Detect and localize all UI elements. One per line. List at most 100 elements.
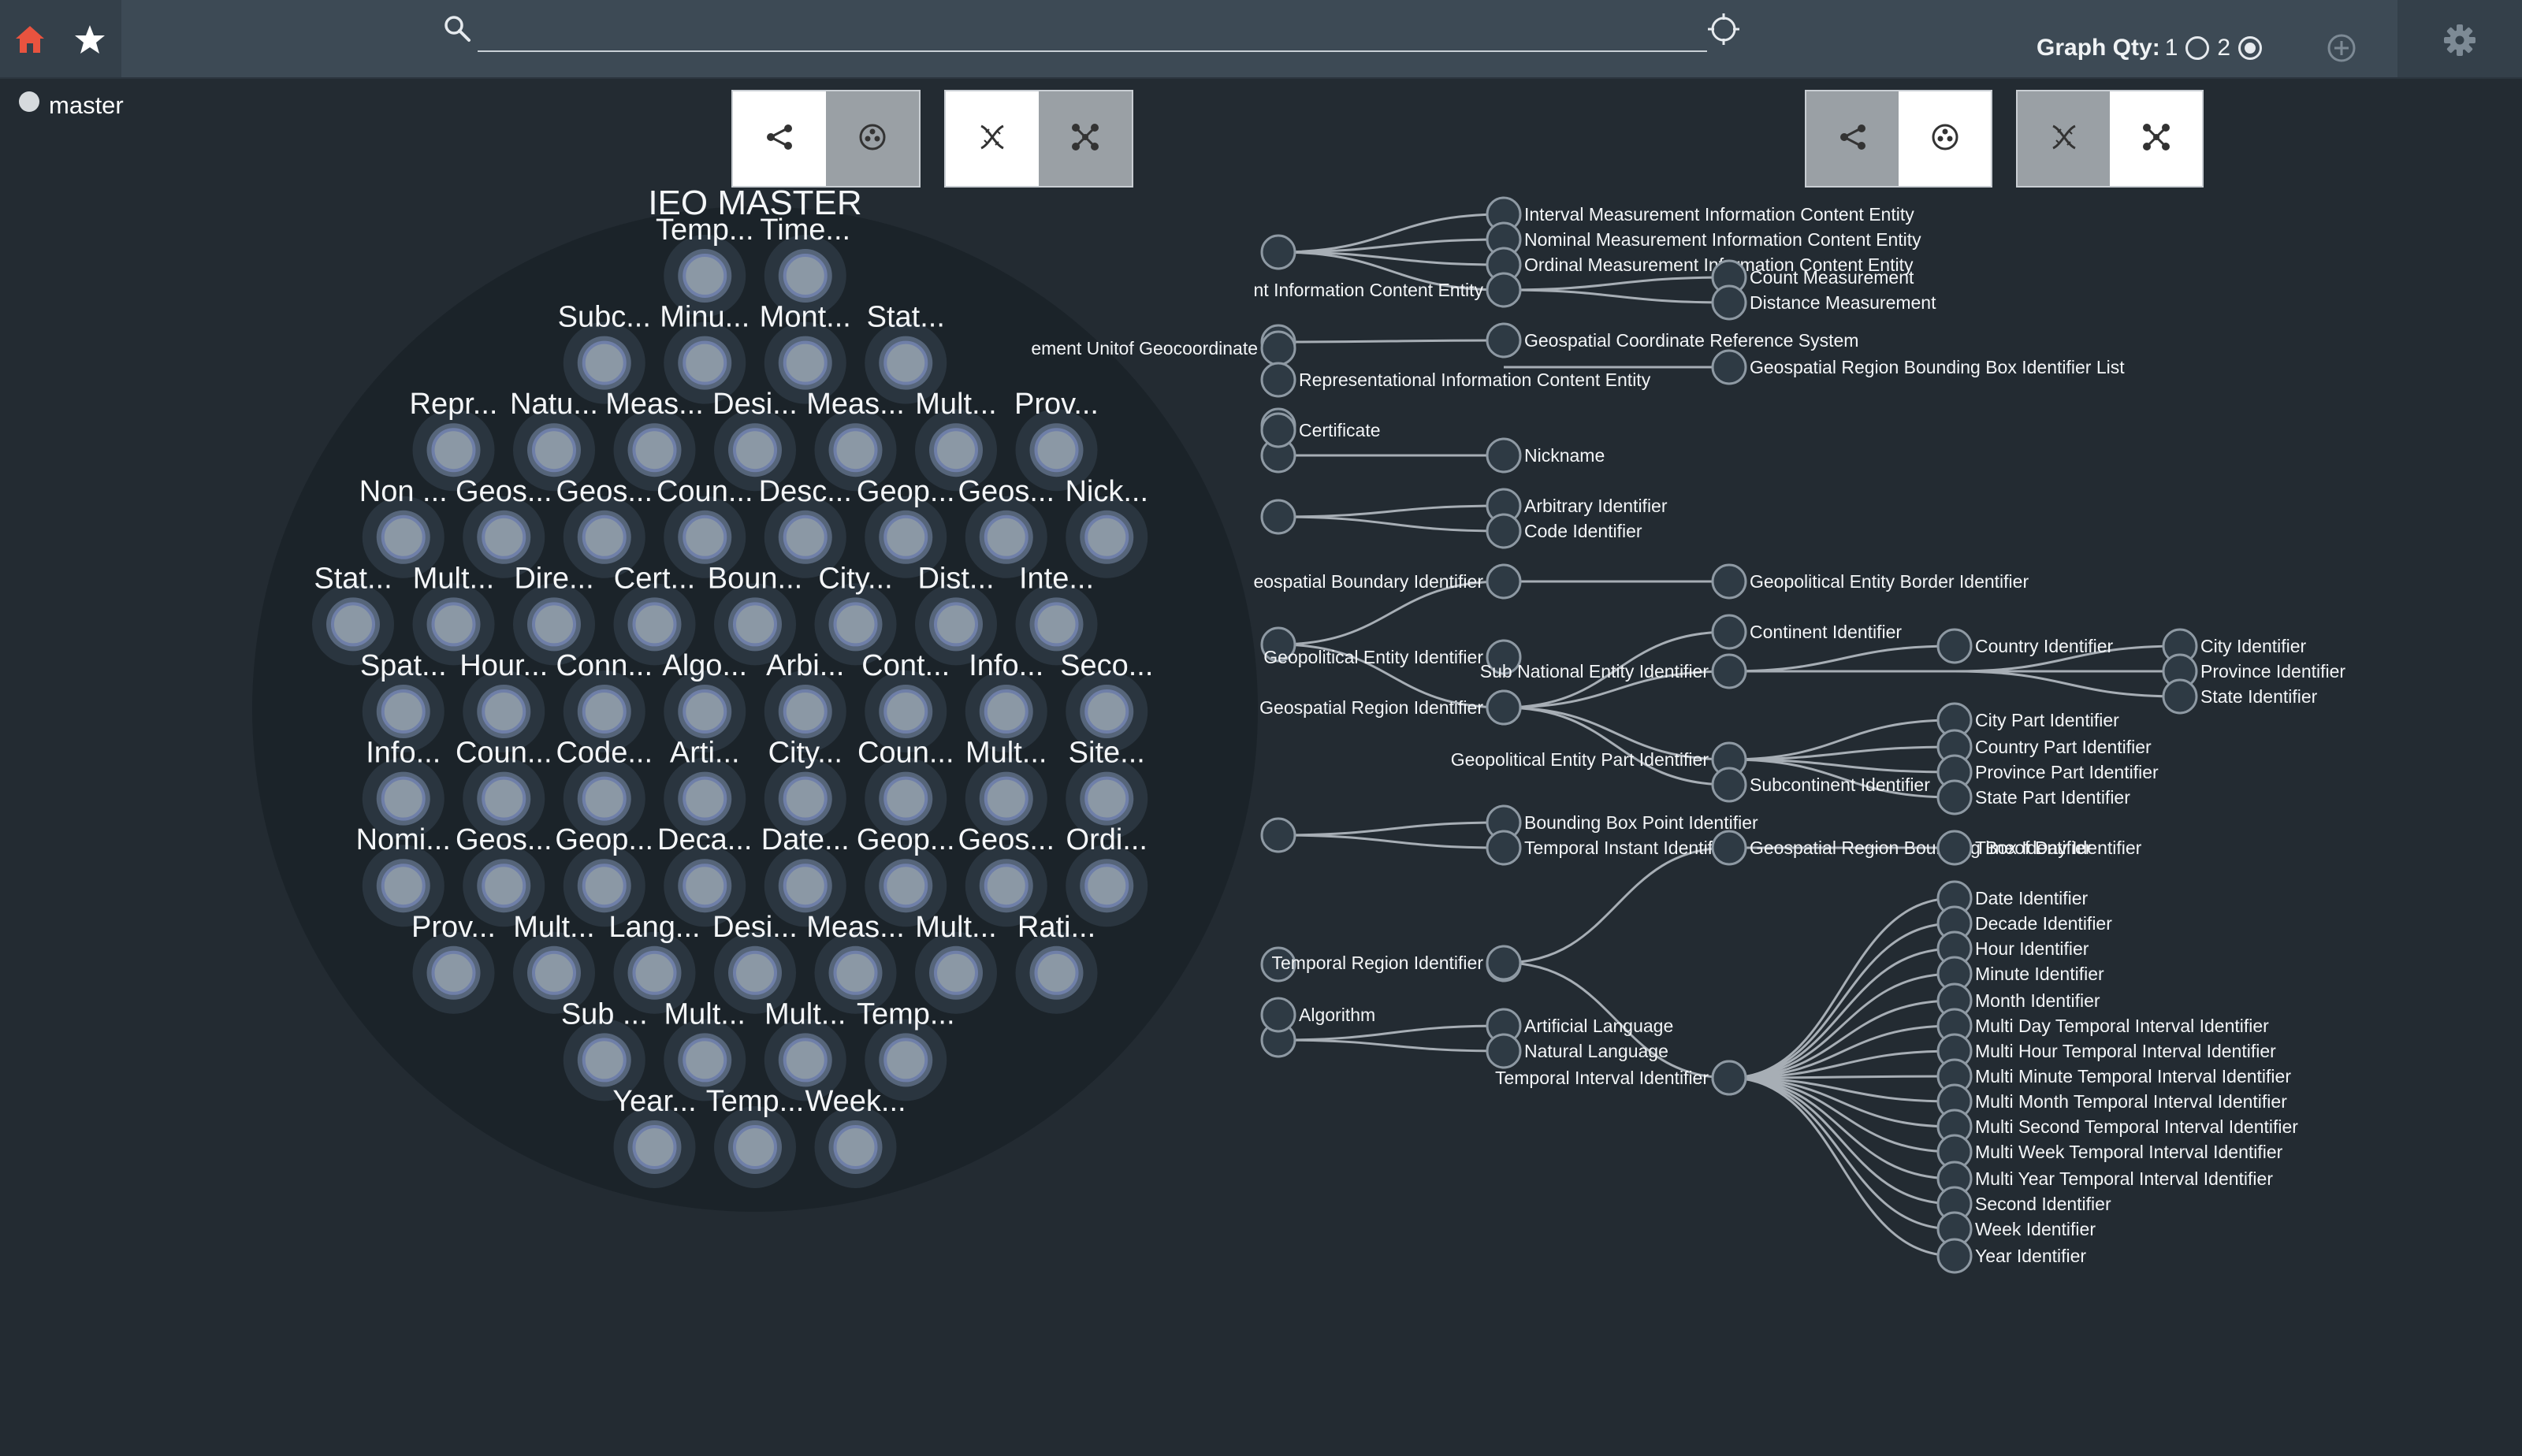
tree-node[interactable] — [1711, 563, 1747, 600]
circle-node[interactable]: Geos... — [456, 475, 552, 578]
circle-node[interactable]: Geos... — [958, 823, 1055, 927]
branch-indicator[interactable]: master — [19, 91, 124, 120]
right-tree-view-button[interactable] — [1806, 91, 1899, 186]
tree-node[interactable] — [1486, 945, 1522, 981]
tree-node[interactable] — [1936, 779, 1973, 815]
circle-node[interactable]: Rati... — [1015, 911, 1098, 1014]
circle-node[interactable]: Geop... — [857, 475, 955, 578]
tree-node[interactable] — [2162, 678, 2198, 715]
circle-node[interactable]: Repr... — [410, 388, 498, 492]
circle-node[interactable]: Deca... — [657, 823, 752, 927]
tree-node[interactable] — [1260, 817, 1296, 853]
tree-node[interactable] — [1260, 412, 1296, 448]
circle-node[interactable]: Coun... — [456, 737, 552, 840]
tree-node[interactable] — [1711, 653, 1747, 689]
circle-node[interactable]: Dist... — [915, 562, 997, 666]
tree-node[interactable] — [1711, 1060, 1747, 1096]
circle-node[interactable]: Stat... — [312, 562, 394, 666]
circle-node[interactable]: Geos... — [958, 475, 1055, 578]
tree-node[interactable] — [1486, 1033, 1522, 1069]
star-icon[interactable] — [73, 22, 107, 57]
tree-node[interactable] — [1486, 639, 1522, 675]
search-icon[interactable] — [441, 13, 473, 44]
circle-node[interactable]: Minu... — [660, 301, 750, 404]
circle-node[interactable]: Spat... — [360, 649, 447, 752]
circle-node[interactable]: Prov... — [411, 911, 496, 1014]
circle-node[interactable]: Mult... — [965, 737, 1047, 840]
circle-node[interactable]: Lang... — [608, 911, 701, 1014]
circle-node[interactable]: Arti... — [664, 737, 746, 840]
tree-node[interactable] — [1711, 614, 1747, 650]
tree-node[interactable] — [1936, 1238, 1973, 1274]
circle-node[interactable]: Cont... — [861, 649, 950, 752]
circle-node[interactable]: Week... — [805, 1085, 906, 1188]
circle-node[interactable]: Temp... — [857, 997, 955, 1101]
circle-node[interactable]: Coun... — [657, 475, 753, 578]
circle-node[interactable]: Desc... — [759, 475, 852, 578]
graph-qty-radio-1[interactable] — [2185, 36, 2210, 60]
circle-node[interactable]: Sub ... — [561, 997, 648, 1101]
home-icon[interactable] — [13, 22, 47, 57]
tree-node[interactable] — [1936, 628, 1973, 664]
circle-node[interactable]: Meas... — [605, 388, 704, 492]
left-network-view-button[interactable] — [1039, 91, 1132, 186]
circle-node[interactable]: Site... — [1066, 737, 1148, 840]
circle-node[interactable]: Time... — [760, 214, 850, 317]
right-dna-view-button[interactable] — [2018, 91, 2110, 186]
right-circle-pack-view-button[interactable] — [1899, 91, 1991, 186]
circle-node[interactable]: Subc... — [558, 301, 651, 404]
circle-node[interactable]: Coun... — [857, 737, 954, 840]
tree-node[interactable] — [1260, 626, 1296, 663]
tree-node[interactable] — [1936, 830, 1973, 866]
circle-node[interactable]: Ordi... — [1066, 823, 1148, 927]
circle-node[interactable]: Mult... — [764, 997, 846, 1101]
circle-node[interactable]: City... — [814, 562, 897, 666]
circle-node[interactable]: Mont... — [760, 301, 851, 404]
search-input[interactable] — [481, 14, 1698, 50]
tree-node[interactable] — [1486, 322, 1522, 358]
tree-node[interactable] — [1711, 767, 1747, 803]
circle-node[interactable]: Mult... — [412, 562, 495, 666]
circle-node[interactable]: Year... — [612, 1085, 697, 1188]
circle-node[interactable]: Conn... — [556, 649, 653, 752]
left-dna-view-button[interactable] — [946, 91, 1039, 186]
circle-node[interactable]: Geop... — [555, 823, 653, 927]
tree-node[interactable] — [1486, 272, 1522, 308]
tree-node[interactable] — [1260, 330, 1296, 366]
circle-node[interactable]: Dire... — [513, 562, 595, 666]
circle-node[interactable]: Hour... — [459, 649, 548, 752]
tree-node[interactable] — [1486, 563, 1522, 600]
circle-node[interactable]: Nick... — [1065, 475, 1148, 578]
circle-node[interactable]: Date... — [761, 823, 850, 927]
circle-node[interactable]: Non ... — [359, 475, 448, 578]
tree-node[interactable] — [1260, 234, 1296, 270]
circle-node[interactable]: Temp... — [706, 1085, 805, 1188]
left-circle-pack-view-button[interactable] — [826, 91, 919, 186]
circle-node[interactable]: Geos... — [556, 475, 653, 578]
circle-node[interactable]: Stat... — [865, 301, 947, 404]
circle-node[interactable]: Desi... — [712, 388, 798, 492]
circle-node[interactable]: Arbi... — [764, 649, 846, 752]
circle-node[interactable]: Info... — [362, 737, 445, 840]
circle-node[interactable]: Cert... — [613, 562, 696, 666]
circle-node[interactable]: Boun... — [708, 562, 802, 666]
tree-node[interactable] — [1486, 830, 1522, 866]
tree-node[interactable] — [1486, 513, 1522, 549]
circle-node[interactable]: Info... — [965, 649, 1047, 752]
circle-node[interactable]: Mult... — [915, 911, 997, 1014]
circle-node[interactable]: Geop... — [857, 823, 955, 927]
tree-node[interactable] — [1260, 997, 1296, 1033]
tree-node[interactable] — [1711, 830, 1747, 866]
circle-node[interactable]: Temp... — [656, 214, 754, 317]
tree-node[interactable] — [1260, 499, 1296, 535]
circle-node[interactable]: Geos... — [456, 823, 552, 927]
circle-node[interactable]: Meas... — [806, 911, 905, 1014]
graph-qty-radio-2[interactable] — [2238, 36, 2263, 60]
tree-node[interactable] — [1711, 349, 1747, 385]
tree-node[interactable] — [1711, 284, 1747, 321]
circle-node[interactable]: Algo... — [662, 649, 747, 752]
left-tree-view-button[interactable] — [733, 91, 826, 186]
circle-node[interactable]: Natu... — [510, 388, 598, 492]
circle-node[interactable]: Desi... — [712, 911, 798, 1014]
